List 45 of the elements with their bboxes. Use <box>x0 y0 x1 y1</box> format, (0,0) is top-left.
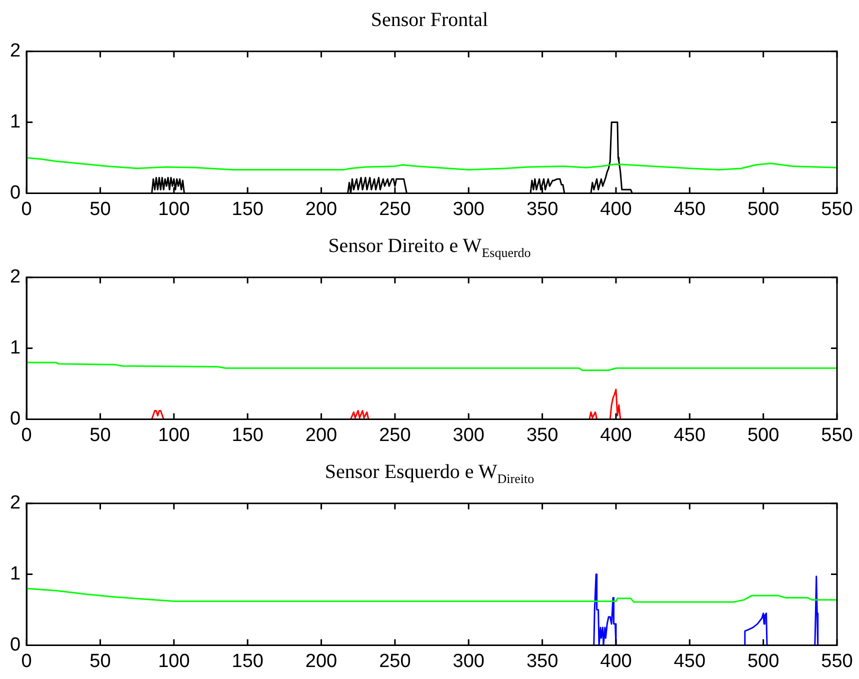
x-tick-label: 150 <box>232 650 264 672</box>
y-tick-label: 2 <box>10 40 21 62</box>
x-tick-label: 150 <box>232 424 264 446</box>
y-tick-label: 1 <box>10 564 21 585</box>
x-tick-label: 100 <box>158 198 190 220</box>
x-tick-label: 100 <box>158 424 190 446</box>
x-tick-label: 500 <box>747 424 780 446</box>
chart-title: Sensor Esquerdo e W$_{Direito}$ <box>324 460 536 486</box>
x-tick-label: 200 <box>305 650 338 672</box>
x-tick-label: 400 <box>600 198 632 220</box>
y-tick-label: 1 <box>10 338 21 359</box>
y-tick-label: 0 <box>10 634 21 656</box>
x-tick-label: 200 <box>305 198 338 220</box>
y-tick-label: 2 <box>10 492 21 514</box>
x-tick-label: 250 <box>379 424 411 446</box>
y-tick-label: 0 <box>10 408 21 430</box>
x-tick-label: 250 <box>379 198 411 220</box>
x-tick-label: 250 <box>379 650 411 672</box>
x-tick-label: 150 <box>232 198 264 220</box>
x-tick-label: 550 <box>821 650 853 672</box>
x-tick-label: 450 <box>674 424 706 446</box>
x-tick-label: 50 <box>90 424 111 446</box>
chart-title: Sensor Frontal <box>370 8 490 33</box>
y-tick-label: 0 <box>10 182 21 204</box>
x-tick-label: 300 <box>452 198 484 220</box>
chart-title: Sensor Direito e W$_{Esquerdo}$ <box>327 234 532 260</box>
x-tick-label: 500 <box>747 198 780 220</box>
x-tick-label: 550 <box>821 424 853 446</box>
y-tick-label: 2 <box>10 266 21 288</box>
x-tick-label: 450 <box>674 198 706 220</box>
x-tick-label: 450 <box>674 650 706 672</box>
x-tick-label: 500 <box>747 650 780 672</box>
x-tick-label: 350 <box>526 650 558 672</box>
x-tick-label: 50 <box>90 650 111 672</box>
x-tick-label: 400 <box>600 424 632 446</box>
x-tick-label: 50 <box>90 198 111 220</box>
y-tick-label: 1 <box>10 112 21 133</box>
x-tick-label: 100 <box>158 650 190 672</box>
x-tick-label: 350 <box>526 198 558 220</box>
x-tick-label: 400 <box>600 650 632 672</box>
x-tick-label: 300 <box>452 424 484 446</box>
x-tick-label: 200 <box>305 424 338 446</box>
x-tick-label: 550 <box>821 198 853 220</box>
x-tick-label: 350 <box>526 424 558 446</box>
x-tick-label: 300 <box>452 650 484 672</box>
